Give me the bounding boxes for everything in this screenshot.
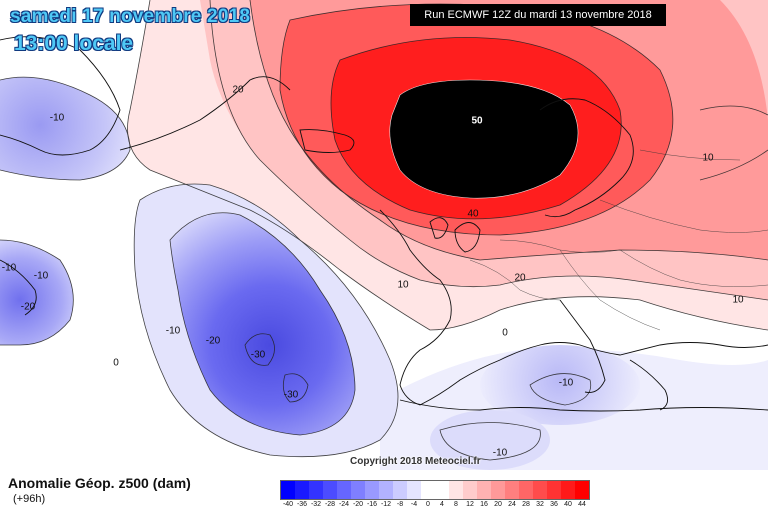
negative-area-trough-core xyxy=(170,212,355,435)
contour-label: -10 xyxy=(49,112,65,124)
contour-label: 10 xyxy=(397,279,409,291)
contour-label: 20 xyxy=(232,84,244,96)
colorbar-swatch xyxy=(393,481,407,499)
contour-label: -20 xyxy=(205,335,221,347)
colorbar-tick-label: -12 xyxy=(380,501,392,508)
anomaly-map xyxy=(0,0,768,470)
colorbar-swatch xyxy=(281,481,295,499)
colorbar-swatch xyxy=(547,481,561,499)
colorbar-tick-label: -32 xyxy=(310,501,322,508)
colorbar-swatch xyxy=(463,481,477,499)
colorbar-swatch xyxy=(323,481,337,499)
colorbar-tick-label: 8 xyxy=(454,501,458,508)
colorbar-tick-label: 20 xyxy=(494,501,502,508)
colorbar-swatch xyxy=(561,481,575,499)
contour-label: 40 xyxy=(467,208,479,220)
colorbar xyxy=(280,480,590,500)
negative-area-west xyxy=(0,240,74,345)
colorbar-swatch xyxy=(407,481,421,499)
contour-label: 0 xyxy=(113,357,119,369)
copyright-notice: Copyright 2018 Meteociel.fr xyxy=(350,456,481,467)
footer: Anomalie Géop. z500 (dam) (+96h) -40 -36-… xyxy=(0,470,768,512)
coastlines xyxy=(0,36,768,412)
colorbar-swatch xyxy=(435,481,449,499)
colorbar-ticks: -40 -36 -32 -28 -24 -20 -16 -12 -8 -4 0 4 8 12 16 20 24 2… xyxy=(280,501,616,511)
lead-time-label: (+96h) xyxy=(13,493,46,505)
colorbar-swatch xyxy=(491,481,505,499)
negative-area-greenland xyxy=(0,77,130,180)
colorbar-tick-label: 4 xyxy=(440,501,444,508)
contour-label: -10 xyxy=(165,325,181,337)
colorbar-swatch xyxy=(505,481,519,499)
colorbar-tick-label: -16 xyxy=(366,501,378,508)
colorbar-swatch xyxy=(575,481,589,499)
colorbar-swatch xyxy=(379,481,393,499)
colorbar-tick-label: 32 xyxy=(536,501,544,508)
contour-label: -10 xyxy=(558,377,574,389)
contour-label: 20 xyxy=(514,272,526,284)
colorbar-swatch xyxy=(533,481,547,499)
colorbar-tick-label: -4 xyxy=(410,501,418,508)
positive-core-50 xyxy=(389,80,578,199)
run-info-banner: Run ECMWF 12Z du mardi 13 novembre 2018 xyxy=(410,4,666,26)
colorbar-tick-label: 0 xyxy=(426,501,430,508)
contour-label: 10 xyxy=(732,294,744,306)
colorbar-tick-label: 16 xyxy=(480,501,488,508)
contour-label: -30 xyxy=(283,389,299,401)
colorbar-swatch xyxy=(295,481,309,499)
colorbar-swatch xyxy=(519,481,533,499)
colorbar-tick-label: -40 xyxy=(282,501,294,508)
contour-label: 50 xyxy=(471,115,483,127)
colorbar-swatch xyxy=(449,481,463,499)
date-title: samedi 17 novembre 2018 xyxy=(10,6,251,27)
colorbar-swatch xyxy=(421,481,435,499)
colorbar-tick-label: 36 xyxy=(550,501,558,508)
colorbar-swatch xyxy=(309,481,323,499)
colorbar-tick-label: -20 xyxy=(352,501,364,508)
colorbar-tick-label: 44 xyxy=(578,501,586,508)
colorbar-tick-label: -28 xyxy=(324,501,336,508)
colorbar-swatch xyxy=(337,481,351,499)
colorbar-tick-label: 24 xyxy=(508,501,516,508)
time-title: 13:00 locale xyxy=(14,32,134,55)
contour-label: -10 xyxy=(33,270,49,282)
variable-title: Anomalie Géop. z500 (dam) xyxy=(8,475,191,491)
colorbar-swatch xyxy=(351,481,365,499)
colorbar-tick-label: -24 xyxy=(338,501,350,508)
map-area: samedi 17 novembre 2018 13:00 locale Run… xyxy=(0,0,768,470)
country-borders xyxy=(469,149,768,331)
colorbar-tick-label: 40 xyxy=(564,501,572,508)
contour-label: -20 xyxy=(20,301,36,313)
contour-label: 0 xyxy=(502,327,508,339)
colorbar-tick-label: 28 xyxy=(522,501,530,508)
colorbar-swatch xyxy=(365,481,379,499)
contour-label: 10 xyxy=(702,152,714,164)
colorbar-swatch xyxy=(477,481,491,499)
negative-area-mediterranean xyxy=(480,345,640,425)
colorbar-tick-label: -36 xyxy=(296,501,308,508)
contour-lines xyxy=(0,0,768,461)
contour-label: -10 xyxy=(1,262,17,274)
contour-label: -30 xyxy=(250,349,266,361)
colorbar-tick-label: -8 xyxy=(396,501,404,508)
colorbar-tick-label: 12 xyxy=(466,501,474,508)
contour-label: -10 xyxy=(492,447,508,459)
